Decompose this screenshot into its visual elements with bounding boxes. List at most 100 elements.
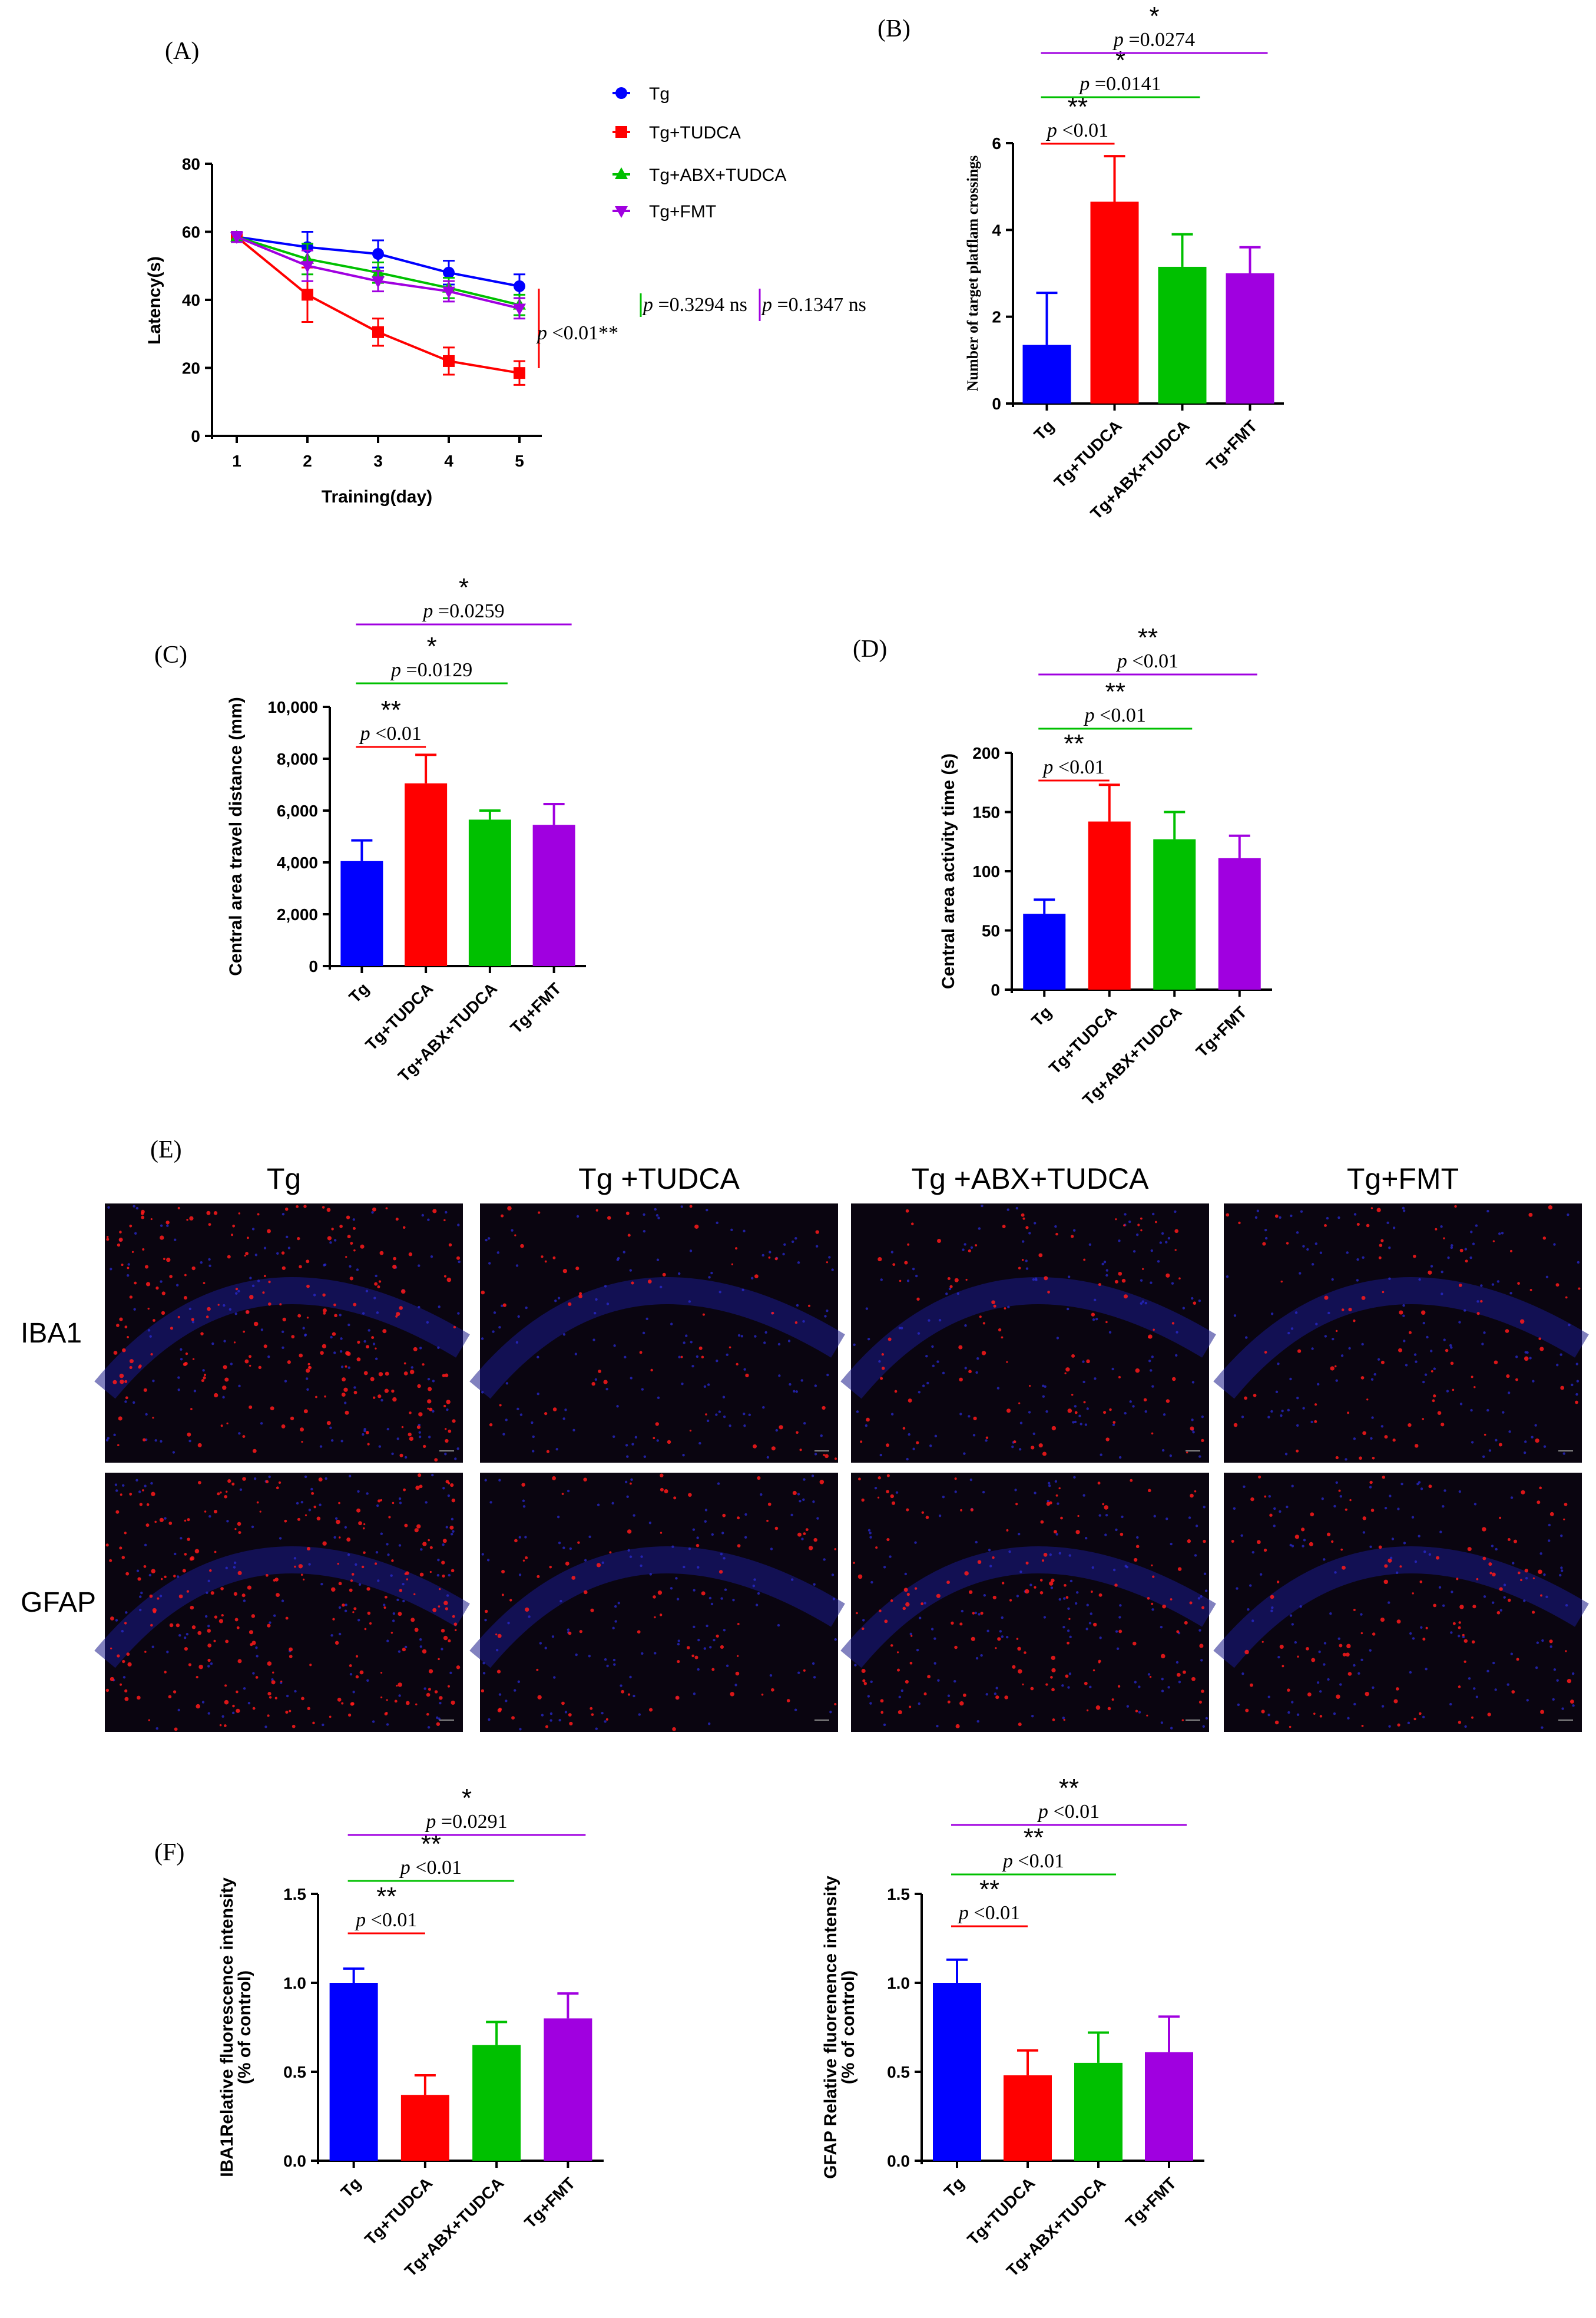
nucleus-dot (681, 1382, 684, 1385)
stain-dot (352, 1611, 355, 1613)
nucleus-dot (961, 1609, 964, 1613)
stain-dot (1038, 1253, 1043, 1258)
stain-dot (268, 1302, 271, 1306)
stain-dot (227, 1255, 231, 1259)
stain-dot (1310, 1512, 1314, 1517)
stain-dot (284, 1519, 287, 1523)
stain-dot (499, 1404, 502, 1407)
nucleus-dot (693, 1589, 696, 1592)
stain-dot (279, 1303, 282, 1306)
nucleus-dot (402, 1599, 405, 1603)
nucleus-dot (1415, 1360, 1418, 1363)
stain-dot (252, 1449, 257, 1453)
nucleus-dot (229, 1308, 232, 1311)
nucleus-dot (1062, 1625, 1065, 1629)
stain-dot (937, 1239, 941, 1243)
stain-dot (1294, 1535, 1300, 1539)
nucleus-dot (287, 1246, 291, 1249)
nucleus-dot (1329, 1612, 1332, 1615)
stain-dot (771, 1311, 774, 1315)
stain-dot (908, 1398, 912, 1403)
nucleus-dot (505, 1418, 508, 1421)
nucleus-dot (1251, 1550, 1255, 1554)
nucleus-dot (724, 1588, 727, 1591)
bar-tg-tudca (1090, 201, 1139, 404)
nucleus-dot (114, 1483, 118, 1486)
nucleus-dot (1411, 1516, 1415, 1519)
nucleus-dot (895, 1491, 899, 1494)
nucleus-dot (396, 1598, 399, 1602)
micrograph-iba1-3 (840, 1203, 1216, 1463)
nucleus-dot (522, 1505, 526, 1508)
nucleus-dot (956, 1292, 960, 1295)
nucleus-dot (1388, 1277, 1391, 1280)
nucleus-dot (696, 1536, 699, 1539)
stain-dot (413, 1347, 418, 1351)
stain-dot (366, 1587, 370, 1591)
stain-dot (894, 1390, 898, 1393)
nucleus-dot (418, 1431, 421, 1434)
micrograph-iba1-4 (1213, 1203, 1589, 1463)
stain-dot (890, 1494, 894, 1499)
nucleus-dot (1124, 1213, 1127, 1216)
data-point (302, 289, 313, 301)
nucleus-dot (230, 1363, 233, 1365)
stain-dot (155, 1286, 159, 1290)
nucleus-dot (340, 1440, 343, 1443)
stain-dot (164, 1575, 167, 1579)
nucleus-dot (188, 1307, 192, 1311)
nucleus-dot (366, 1679, 369, 1682)
stain-dot (447, 1685, 451, 1688)
x-category-label: Tg (1028, 1003, 1055, 1030)
stain-dot (888, 1337, 892, 1341)
stain-dot (392, 1502, 395, 1504)
nucleus-dot (193, 1390, 197, 1393)
nucleus-dot (260, 1328, 264, 1331)
stain-dot (664, 1489, 668, 1494)
nucleus-dot (878, 1360, 881, 1363)
nucleus-dot (549, 1712, 553, 1715)
nucleus-dot (256, 1655, 259, 1658)
nucleus-dot (720, 1597, 723, 1600)
stain-dot (1443, 1237, 1445, 1239)
nucleus-dot (428, 1436, 431, 1439)
nucleus-dot (418, 1305, 420, 1309)
stain-dot (923, 1692, 927, 1696)
stain-dot (1488, 1562, 1492, 1566)
bar-tg-abx-tudca (468, 819, 511, 966)
nucleus-dot (1510, 1496, 1514, 1499)
nucleus-dot (723, 1629, 726, 1632)
stain-dot (124, 1325, 128, 1329)
nucleus-dot (1082, 1380, 1085, 1384)
nucleus-dot (1119, 1604, 1122, 1607)
stain-dot (272, 1671, 274, 1674)
nucleus-dot (253, 1477, 257, 1480)
nucleus-dot (448, 1573, 451, 1577)
stain-dot (147, 1307, 150, 1310)
nucleus-dot (1548, 1523, 1551, 1527)
nucleus-dot (697, 1566, 700, 1569)
significance-p-value: p <0.01 (355, 1909, 417, 1931)
stain-dot (863, 1682, 867, 1685)
stain-dot (237, 1570, 242, 1575)
stain-dot (794, 1321, 798, 1324)
nucleus-dot (813, 1583, 816, 1586)
stain-dot (213, 1393, 218, 1398)
annotation-p-value: p <0.01** (536, 322, 618, 344)
stain-dot (1151, 1432, 1154, 1435)
stain-dot (805, 1528, 809, 1532)
nucleus-dot (1332, 1338, 1335, 1341)
nucleus-dot (706, 1208, 708, 1212)
nucleus-dot (333, 1536, 336, 1539)
nucleus-dot (1310, 1420, 1313, 1424)
stain-dot (326, 1208, 331, 1212)
nucleus-dot (207, 1712, 210, 1715)
nucleus-dot (276, 1252, 279, 1255)
stain-dot (323, 1312, 326, 1315)
stain-dot (287, 1360, 291, 1364)
nucleus-dot (166, 1651, 169, 1654)
stain-dot (1120, 1532, 1124, 1536)
nucleus-dot (378, 1445, 382, 1448)
nucleus-dot (151, 1645, 154, 1648)
nucleus-dot (1360, 1613, 1363, 1616)
